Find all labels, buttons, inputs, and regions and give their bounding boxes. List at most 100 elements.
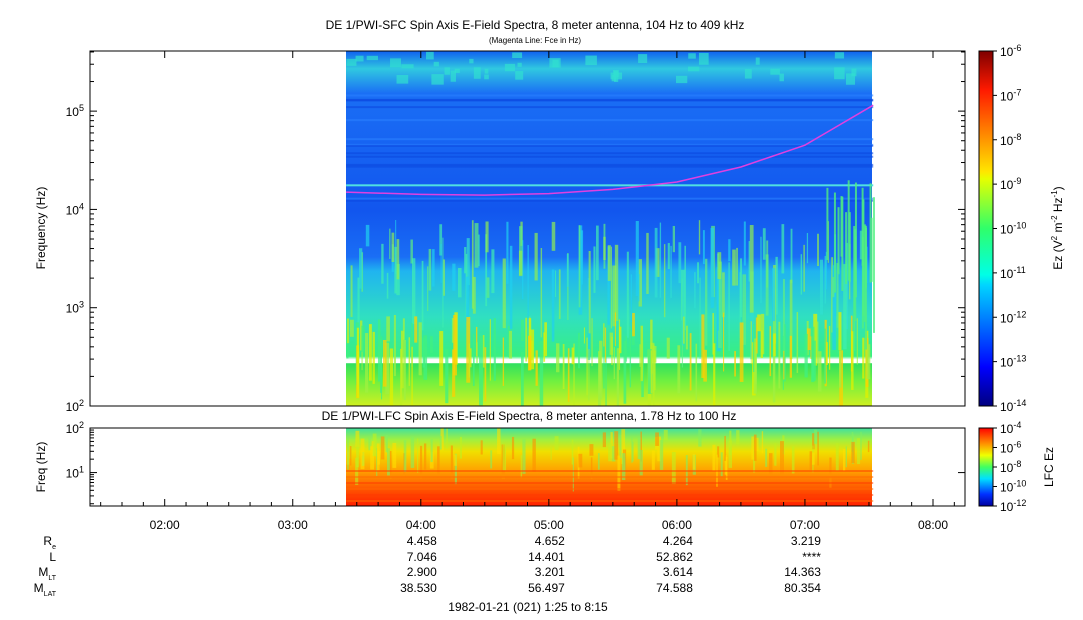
sfc-streak-texture <box>400 330 404 389</box>
sfc-streak-texture <box>856 318 858 365</box>
sfc-streak-texture <box>813 313 818 366</box>
sfc-band-texture <box>346 119 874 122</box>
time-tick-label: 02:00 <box>150 518 180 532</box>
sfc-streak-texture <box>697 262 700 284</box>
sfc-streak-texture <box>485 234 488 307</box>
sfc-streak-texture <box>610 246 612 329</box>
sfc-streak-texture <box>530 329 535 370</box>
sfc-streak-texture <box>647 349 652 394</box>
lfc-streak-texture <box>459 436 462 459</box>
sfc-streak-texture <box>689 333 692 391</box>
sfc-colorbar-tick-label: 10-11 <box>1000 265 1026 281</box>
lfc-streak-texture <box>851 441 855 464</box>
sfc-streak-texture <box>752 324 755 372</box>
sfc-streak-texture <box>723 312 725 372</box>
sfc-streak-texture <box>749 225 754 313</box>
sfc-streak-texture <box>484 347 487 402</box>
sfc-streak-texture <box>381 243 384 284</box>
lfc-streak-texture <box>621 453 626 481</box>
sfc-streak-texture <box>638 259 642 307</box>
sfc-streak-texture <box>520 351 524 406</box>
sfc-streak-texture <box>607 246 610 326</box>
lfc-streak-texture <box>774 443 777 466</box>
ephemeris-value: 38.530 <box>400 581 437 595</box>
sfc-streak-texture <box>556 343 560 373</box>
sfc-streak-texture <box>684 245 686 331</box>
sfc-band-texture <box>346 155 874 158</box>
sfc-streak-texture <box>650 350 653 394</box>
sfc-colorbar-tick-label: 10-7 <box>1000 87 1021 103</box>
lfc-y-label: Freq (Hz) <box>34 442 48 493</box>
sfc-streak-texture <box>475 326 478 356</box>
sfc-streak-texture <box>485 221 489 253</box>
lfc-streak-texture <box>753 434 757 461</box>
sfc-blob-texture <box>366 55 378 61</box>
sfc-blob-texture <box>469 58 474 64</box>
lfc-streak-texture <box>655 432 659 446</box>
lfc-streak-texture <box>376 443 380 471</box>
lfc-colorbar-label: LFC Ez <box>1042 447 1056 487</box>
sfc-streak-texture <box>527 335 532 371</box>
sfc-streak-texture <box>865 227 868 350</box>
sfc-streak-texture <box>630 274 633 332</box>
sfc-streak-texture <box>603 323 605 347</box>
sfc-streak-texture <box>789 279 793 360</box>
sfc-streak-texture <box>806 233 809 264</box>
lfc-colorbar-scale <box>978 427 994 507</box>
sfc-streak-texture <box>705 258 708 346</box>
sfc-streak-texture <box>841 196 844 291</box>
sfc-streak-texture <box>372 331 375 384</box>
lfc-streak-texture <box>856 438 861 465</box>
sfc-streak-texture <box>824 328 826 384</box>
sfc-streak-texture <box>596 225 599 281</box>
lfc-streak-texture <box>368 437 371 451</box>
sfc-streak-texture <box>654 227 658 298</box>
lfc-y-tick-label: 101 <box>66 465 84 481</box>
sfc-blob-texture <box>834 52 845 59</box>
sfc-streak-texture <box>506 221 509 284</box>
sfc-streak-texture <box>396 239 400 280</box>
sfc-streak-texture <box>832 265 836 350</box>
sfc-streak-texture <box>466 238 470 286</box>
sfc-streak-texture <box>599 340 603 400</box>
sfc-streak-texture <box>806 328 811 351</box>
lfc-streak-texture <box>814 429 818 444</box>
sfc-streak-texture <box>411 323 413 367</box>
sfc-streak-texture <box>655 248 660 277</box>
lfc-streak-texture <box>439 435 442 450</box>
lfc-streak-texture <box>712 444 716 471</box>
lfc-band-texture <box>346 500 874 502</box>
sfc-streak-texture <box>843 264 847 350</box>
sfc-streak-texture <box>750 321 752 365</box>
ephemeris-value: 14.363 <box>784 565 821 579</box>
sfc-streak-texture <box>558 269 561 319</box>
lfc-streak-texture <box>812 433 815 450</box>
lfc-streak-texture <box>454 454 457 466</box>
sfc-streak-texture <box>667 243 670 270</box>
lfc-streak-texture <box>724 435 726 461</box>
lfc-streak-texture <box>751 436 755 460</box>
sfc-streak-texture <box>654 350 656 391</box>
sfc-streak-texture <box>703 349 707 382</box>
sfc-streak-texture <box>626 251 629 338</box>
sfc-streak-texture <box>578 225 583 315</box>
sfc-streak-texture <box>866 344 871 380</box>
sfc-streak-texture <box>760 313 765 355</box>
sfc-blob-texture <box>454 68 460 73</box>
sfc-streak-texture <box>588 349 590 401</box>
sfc-streak-texture <box>800 254 803 295</box>
sfc-blob-texture <box>675 75 688 84</box>
sfc-streak-texture <box>365 224 370 247</box>
sfc-streak-texture <box>414 316 418 343</box>
lfc-streak-texture <box>417 438 419 473</box>
sfc-streak-texture <box>678 242 682 284</box>
sfc-blob-texture <box>390 58 401 68</box>
sfc-streak-texture <box>670 245 672 299</box>
lfc-streak-texture <box>389 450 392 479</box>
sfc-streak-texture <box>640 325 643 382</box>
lfc-streak-texture <box>589 444 594 456</box>
sfc-streak-texture <box>566 253 569 287</box>
sfc-streak-texture <box>382 339 387 387</box>
ephemeris-value: 14.401 <box>528 550 565 564</box>
